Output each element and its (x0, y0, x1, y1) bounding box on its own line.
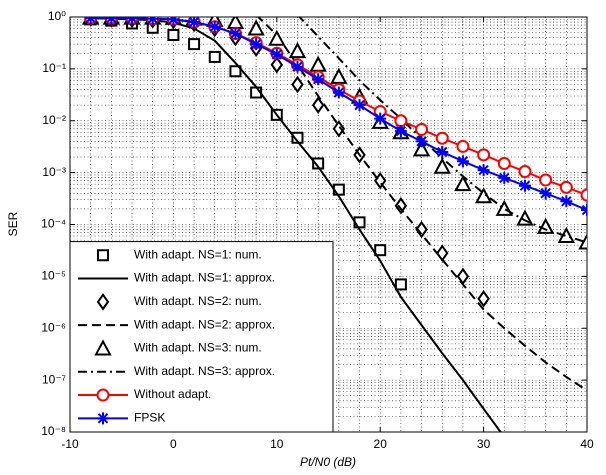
marker (208, 20, 221, 33)
y-tick-label: 10⁻⁴ (41, 217, 66, 231)
y-tick-label: 10⁻⁵ (41, 269, 66, 283)
marker (208, 50, 221, 63)
marker (415, 220, 428, 239)
legend-label: With adapt. NS=1: approx. (134, 271, 275, 285)
marker (436, 145, 449, 158)
marker (394, 125, 407, 138)
marker (288, 42, 307, 59)
legend-marker (96, 293, 110, 311)
marker (394, 114, 408, 128)
marker (518, 179, 531, 192)
x-tick-label: 20 (374, 437, 388, 451)
marker (167, 17, 180, 26)
marker (374, 112, 387, 125)
y-tick-label: 10⁻⁸ (41, 424, 66, 438)
marker (250, 38, 263, 51)
marker (167, 28, 180, 41)
marker (456, 139, 470, 153)
legend-label: With adapt. NS=2: approx. (134, 317, 275, 331)
x-tick-label: 10 (270, 437, 284, 451)
marker (474, 187, 493, 204)
marker (270, 56, 284, 74)
y-tick-label: 10⁻¹ (42, 61, 66, 75)
marker (268, 29, 286, 46)
marker (497, 156, 511, 170)
marker (291, 75, 304, 94)
marker (270, 48, 283, 61)
legend-label: With adapt. NS=2: num. (134, 294, 262, 308)
marker (580, 188, 587, 202)
legend-box (69, 241, 334, 433)
marker (559, 180, 573, 194)
marker (353, 99, 366, 112)
x-tick-label: 30 (477, 437, 491, 451)
marker (560, 195, 573, 208)
legend-marker (96, 388, 110, 402)
marker (394, 278, 407, 291)
y-axis-label: SER (6, 211, 20, 236)
series-line (90, 17, 502, 432)
legend-marker (94, 339, 112, 356)
marker (433, 157, 451, 174)
y-tick-label: 10⁻³ (42, 165, 66, 179)
marker (477, 148, 491, 162)
marker (518, 165, 532, 179)
legend-label: With adapt. NS=3: approx. (134, 364, 275, 378)
series-line (256, 17, 587, 392)
marker (581, 204, 587, 217)
legend-marker (97, 249, 109, 262)
marker (456, 155, 469, 168)
marker (332, 120, 346, 138)
x-tick-label: 40 (580, 437, 594, 451)
marker (539, 187, 552, 200)
marker (105, 17, 118, 25)
marker (454, 175, 472, 192)
y-tick-label: 10⁻⁷ (42, 372, 66, 386)
marker (578, 233, 587, 250)
marker (247, 19, 265, 36)
plot-content (82, 17, 587, 432)
legend-label: Without adapt. (134, 387, 211, 401)
series-line (298, 17, 587, 244)
marker (394, 197, 408, 215)
x-tick-label: 0 (170, 437, 177, 451)
marker (330, 67, 348, 84)
marker (84, 17, 97, 25)
legend-label: With adapt. NS=3: num. (134, 341, 262, 355)
legend-label: With adapt. NS=1: num. (134, 247, 262, 261)
x-tick-label: -10 (61, 437, 79, 451)
marker (536, 217, 555, 234)
marker (229, 27, 242, 40)
legend-marker (97, 412, 109, 425)
marker (146, 17, 159, 25)
marker (415, 122, 429, 136)
x-axis-label: Pt/N0 (dB) (300, 455, 356, 469)
marker (229, 65, 242, 78)
marker (477, 290, 490, 308)
marker (291, 60, 304, 73)
y-tick-label: 10⁻⁶ (41, 320, 66, 334)
marker (312, 157, 325, 170)
marker (415, 135, 428, 148)
marker (539, 173, 553, 187)
marker (332, 86, 345, 99)
marker (126, 17, 139, 25)
marker (188, 17, 201, 29)
legend-label: FPSK (134, 411, 165, 425)
marker (498, 171, 511, 184)
marker (374, 244, 387, 257)
marker (412, 140, 431, 157)
y-tick-label: 10⁰ (48, 9, 66, 23)
marker (312, 73, 325, 86)
y-tick-label: 10⁻² (42, 113, 66, 127)
marker (311, 96, 325, 114)
marker (435, 131, 449, 145)
marker (477, 164, 490, 177)
marker (188, 38, 201, 51)
